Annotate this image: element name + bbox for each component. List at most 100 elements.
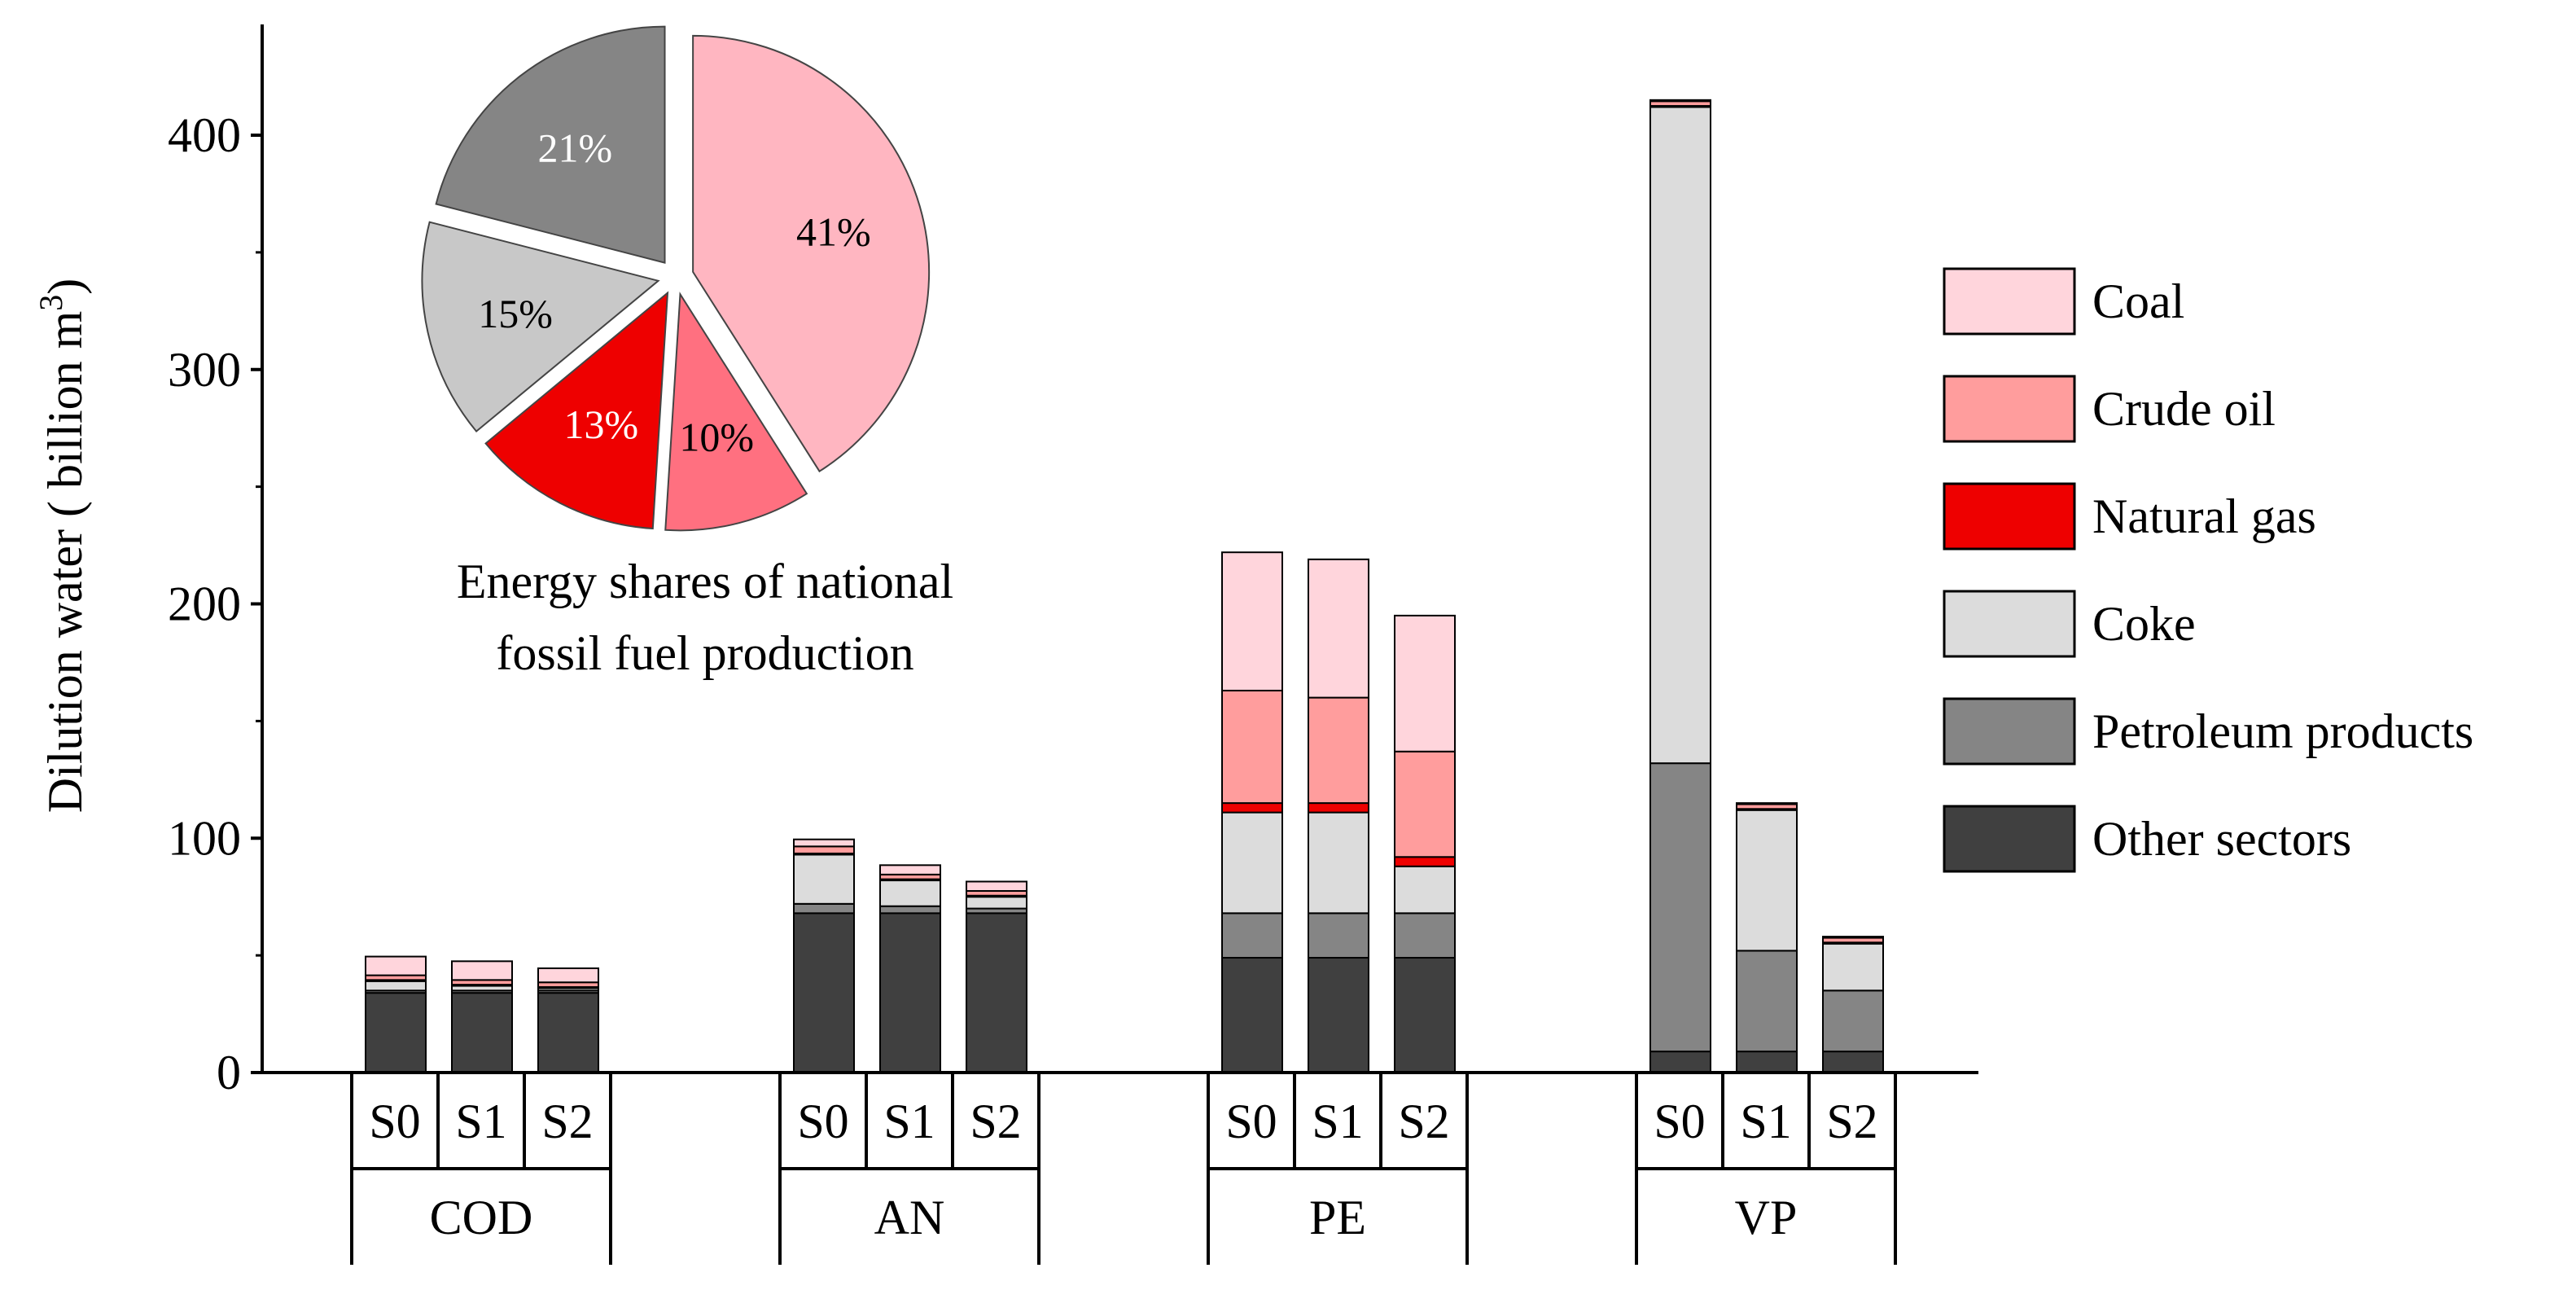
legend-label: Coal [2092,274,2184,328]
pie-slice-label: 41% [796,209,871,255]
bar-segment [1736,809,1798,952]
scenario-label: S1 [1312,1095,1363,1148]
bar-segment [365,992,427,1074]
bar-segment [1221,957,1283,1073]
bar-segment [793,838,855,848]
legend-swatch [1943,375,2076,443]
scenario-label: S0 [1654,1095,1705,1148]
inset-pie-chart: 41% 10% 13% 15% 21% Energy shares of national… [421,25,953,680]
bar-segment [1394,912,1456,959]
bar-segment [1221,802,1283,814]
group-label: AN [874,1191,945,1244]
bar-segment [1221,551,1283,691]
scenario-label: S2 [541,1095,593,1148]
bar-segment [365,980,427,992]
y-tick-label: 100 [168,811,241,865]
bar-segment [793,845,855,854]
scenario-label: S0 [1225,1095,1277,1148]
bar-segment [966,896,1027,910]
pie-title-line: Energy shares of national [457,555,953,608]
y-tick-label: 0 [217,1046,241,1099]
bar-segment [365,955,427,976]
bar-segment [1394,856,1456,867]
legend-swatch [1943,590,2076,658]
bar-segment [1308,696,1369,805]
scenario-label: S0 [797,1095,848,1148]
bar-segment [1649,1051,1711,1074]
group-label: VP [1735,1191,1798,1244]
legend-label: Petroleum products [2092,704,2473,758]
bar-segment [1736,802,1798,805]
group-label: PE [1309,1191,1366,1244]
pie-slice [484,291,669,530]
bar-segment [451,992,513,1074]
bar-segment [1649,106,1711,765]
bar-segment [1394,750,1456,858]
legend-label: Coke [2092,597,2196,651]
y-axis-title-text: Dilution water ( billion m [38,311,92,814]
y-axis-title: Dilution water ( billion m3) [33,279,92,814]
pie-slice [421,221,660,433]
y-tick-label: 300 [168,343,241,397]
group-label: COD [430,1191,533,1244]
legend-label: Other sectors [2092,812,2351,866]
pie-slice-label: 21% [537,125,612,171]
scenario-label: S2 [970,1095,1021,1148]
bar-segment [1221,689,1283,805]
bar-segment [537,992,599,1074]
scenario-label: S1 [883,1095,935,1148]
bar-segment [1221,811,1283,915]
bar-segment [1822,942,1884,992]
bar-segment [1394,865,1456,915]
pie-slice-label: 10% [679,414,754,459]
bar-segment [1822,1051,1884,1074]
y-axis-title-superscript: 3 [33,295,69,311]
bar-segment [1308,957,1369,1073]
legend-label: Natural gas [2092,489,2316,543]
bar-segment [1649,762,1711,1053]
scenario-label: S1 [1740,1095,1791,1148]
bar-segment [1221,912,1283,959]
bar-segment [879,905,941,915]
bar-segment [966,912,1027,1073]
bar-segment [1308,802,1369,814]
legend-label: Crude oil [2092,382,2276,436]
bar-segment [793,912,855,1073]
pie-slice-label: 13% [564,401,639,447]
bar-segment [879,880,941,907]
legend-swatch [1943,482,2076,551]
y-tick-label: 400 [168,108,241,162]
bar-segment [1822,989,1884,1053]
pie-slice [435,25,666,264]
bar-plot-area [365,99,1884,1074]
pie-title-line: fossil fuel production [496,626,913,680]
pie-slice [664,292,808,532]
bar-segment [1308,811,1369,915]
bar-segment [793,902,855,915]
bar-segment [879,912,941,1073]
scenario-label: S0 [369,1095,420,1148]
scenario-label: S2 [1398,1095,1449,1148]
bar-segment [1308,558,1369,699]
legend: Coal Crude oil Natural gas Coke Petroleum pr… [1943,267,2473,873]
legend-swatch [1943,805,2076,873]
legend-swatch [1943,267,2076,336]
legend-swatch [1943,697,2076,766]
bar-segment [1736,1051,1798,1074]
pie-slice [692,34,931,473]
scenario-label: S1 [455,1095,506,1148]
bar-segment [1736,950,1798,1053]
bar-segment [793,853,855,905]
bar-segment [537,967,599,984]
bar-segment [1308,912,1369,959]
bar-segment [451,960,513,981]
bar-segment [1394,957,1456,1073]
y-tick-label: 200 [168,577,241,631]
bar-segment [966,880,1027,892]
bar-segment [1394,614,1456,752]
bar-segment [1649,99,1711,103]
bar-segment [879,864,941,875]
scenario-label: S2 [1826,1095,1877,1148]
